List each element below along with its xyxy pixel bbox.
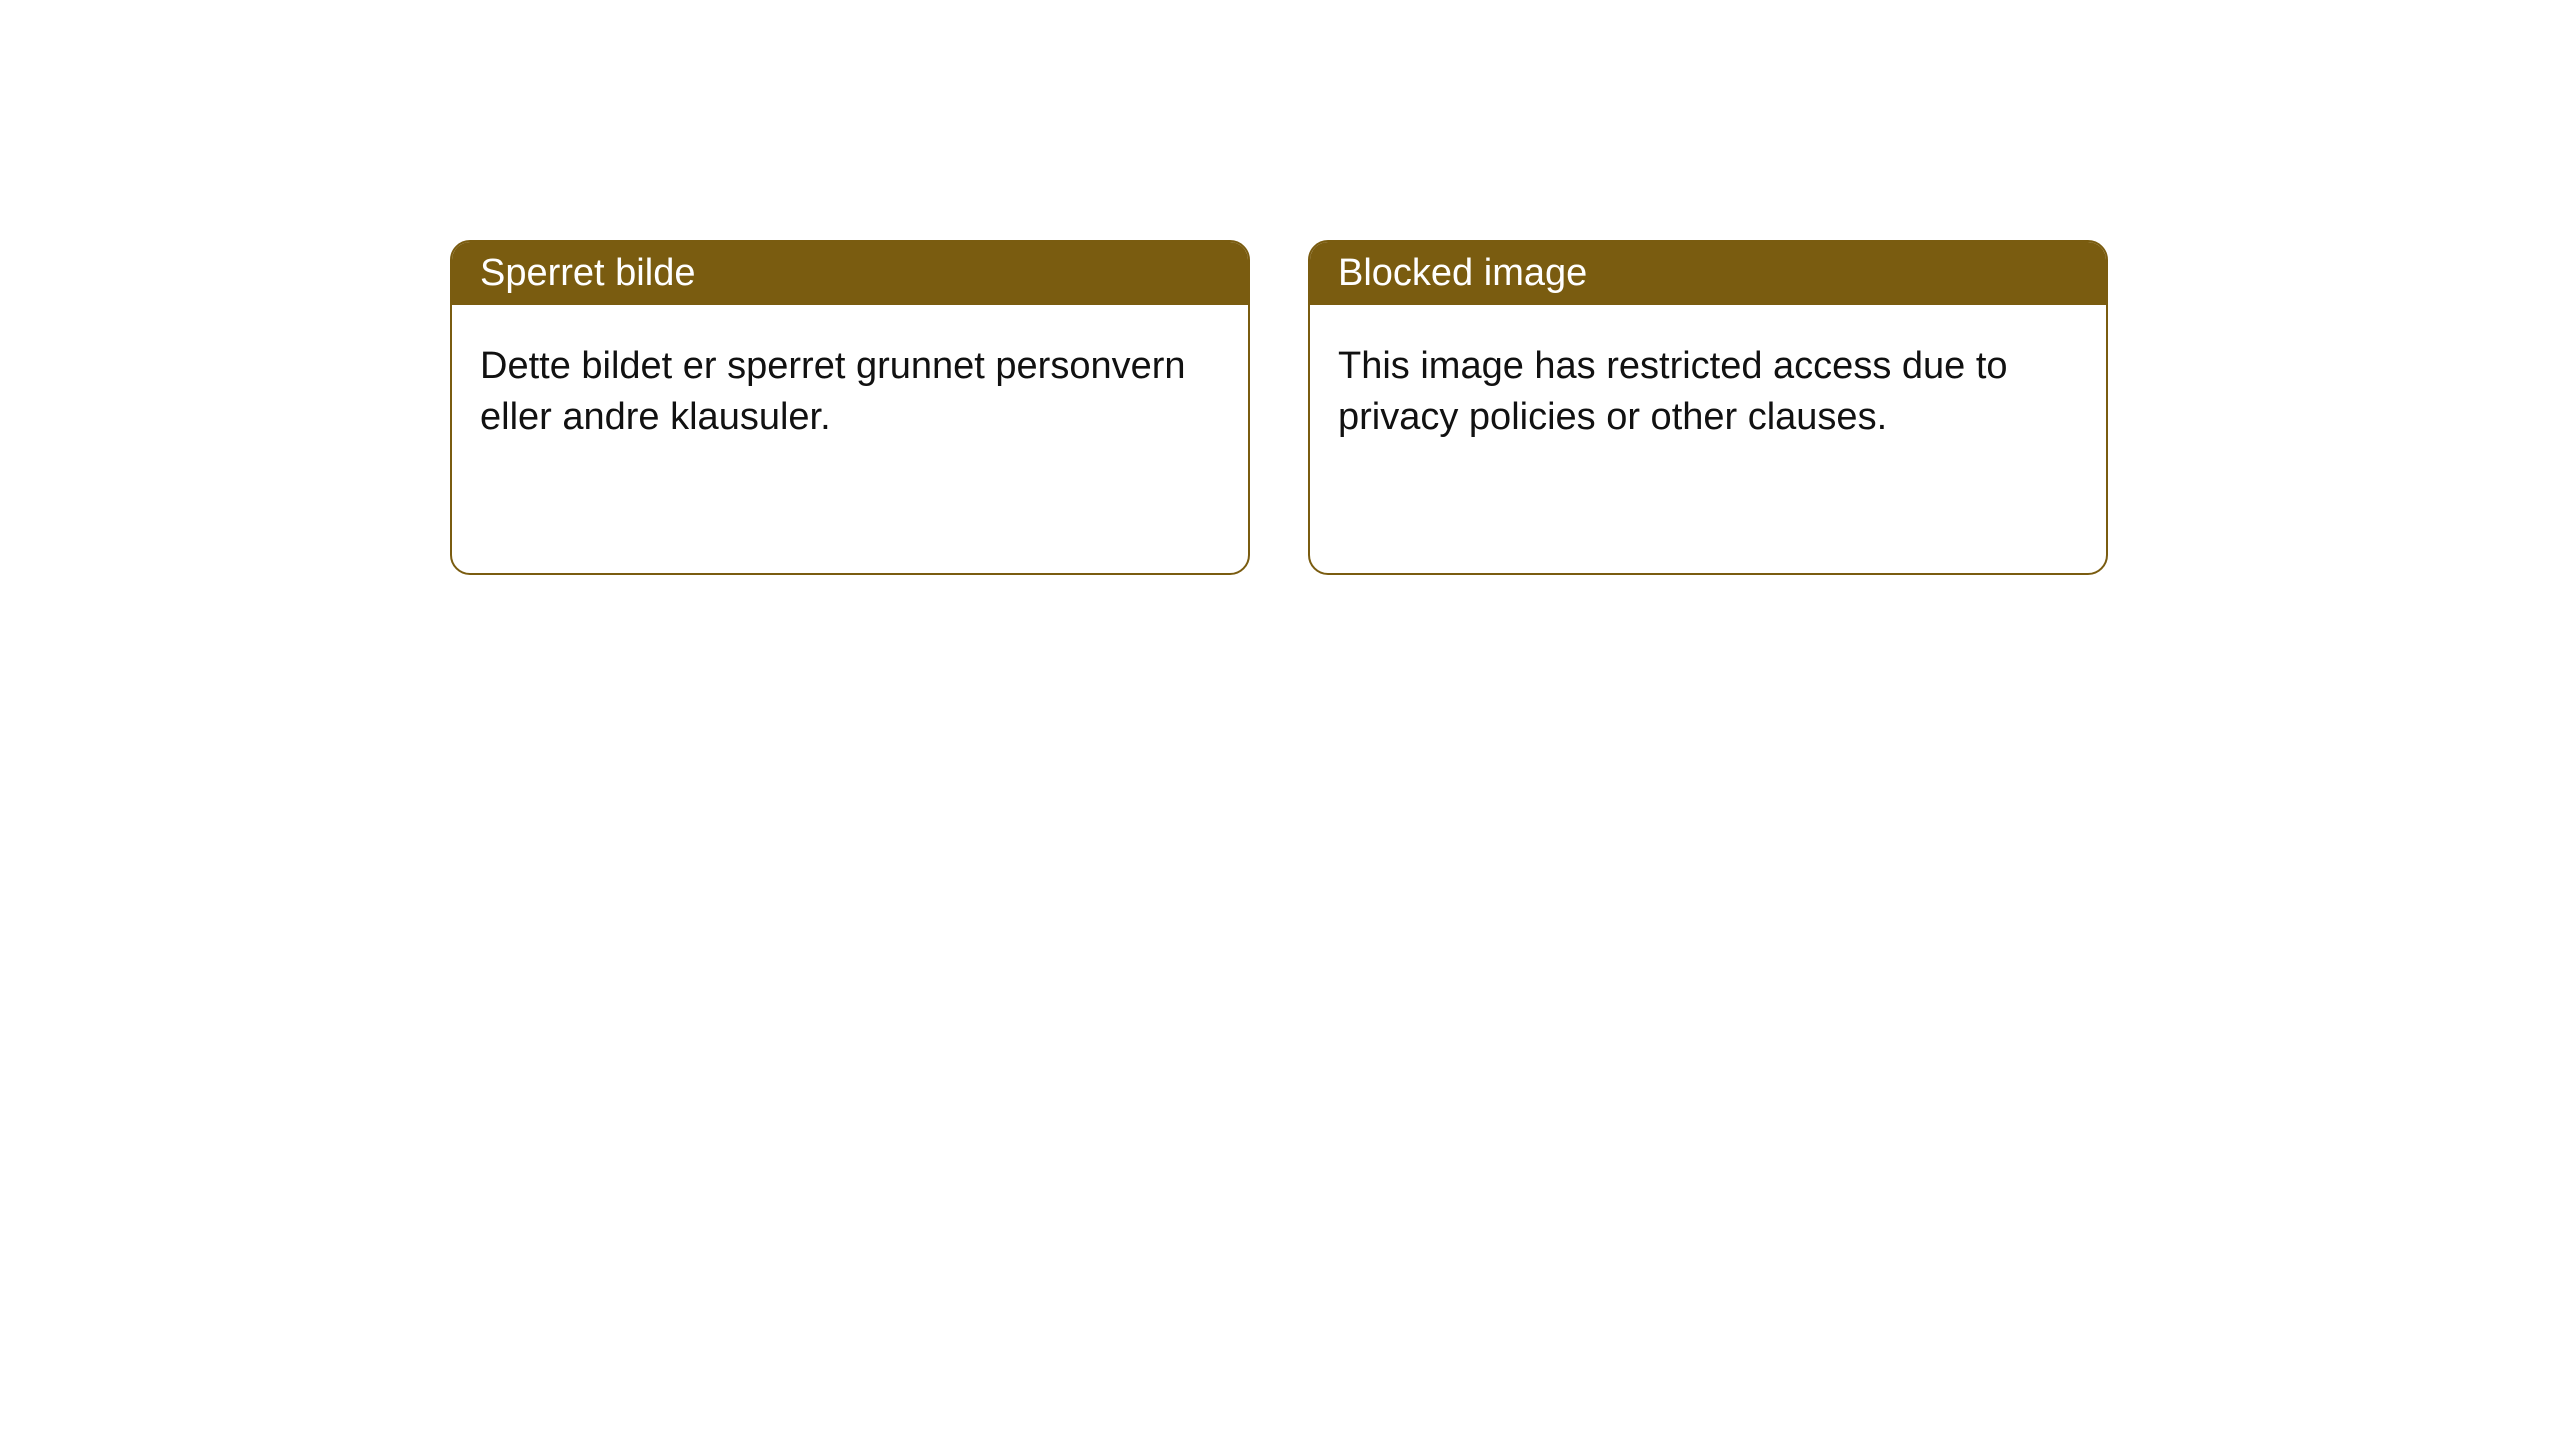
notice-card-norwegian: Sperret bilde Dette bildet er sperret gr… <box>450 240 1250 575</box>
notice-body: This image has restricted access due to … <box>1310 305 2106 480</box>
notice-header: Sperret bilde <box>452 242 1248 305</box>
notice-card-english: Blocked image This image has restricted … <box>1308 240 2108 575</box>
notice-container: Sperret bilde Dette bildet er sperret gr… <box>450 240 2108 575</box>
notice-header: Blocked image <box>1310 242 2106 305</box>
notice-body: Dette bildet er sperret grunnet personve… <box>452 305 1248 480</box>
